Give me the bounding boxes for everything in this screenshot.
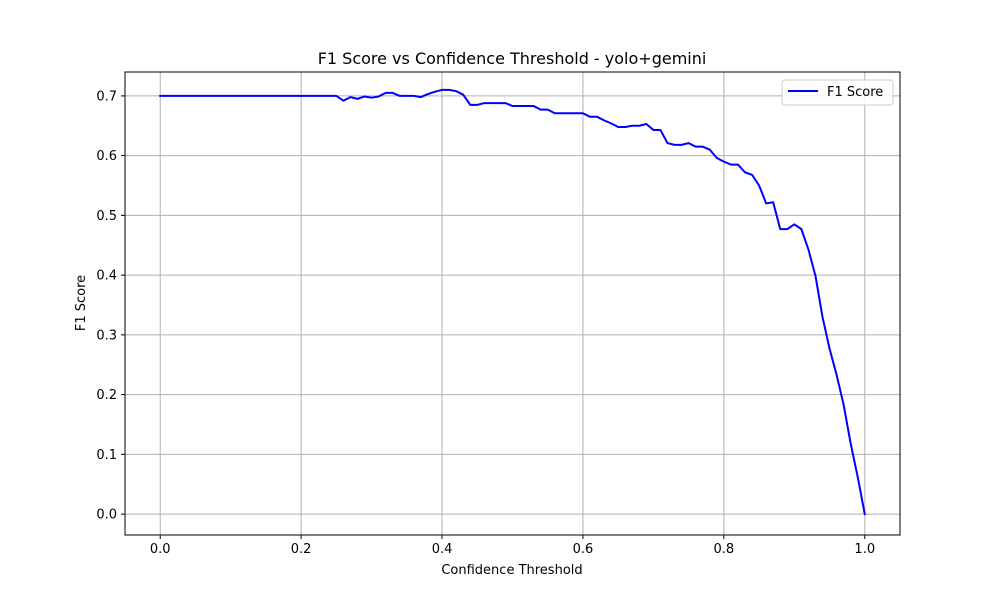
x-tick-label: 0.8: [714, 542, 735, 557]
y-tick-label: 0.4: [96, 269, 117, 284]
y-tick-label: 0.1: [96, 448, 117, 463]
series-layer: [159, 88, 866, 516]
plot-area-frame: [124, 71, 901, 536]
series-line-f1-score: [159, 88, 866, 516]
x-axis-label: Confidence Threshold: [441, 563, 582, 578]
x-tick-label: 0.0: [150, 542, 171, 557]
ticks: 0.0 0.2 0.4 0.6 0.8 1.0 0.0 0.1 0.2 0.3 0.4 0.5 0.6 0…: [96, 89, 875, 557]
y-axis-label: F1 Score: [74, 275, 89, 331]
chart-title: F1 Score vs Confidence Threshold - yolo+…: [318, 49, 707, 68]
x-tick-label: 0.4: [432, 542, 453, 557]
y-tick-label: 0.5: [96, 209, 117, 224]
y-tick-label: 0.6: [96, 149, 117, 164]
legend-label-f1-score: F1 Score: [827, 85, 883, 100]
y-tick-label: 0.0: [96, 508, 117, 523]
y-tick-label: 0.3: [96, 328, 117, 343]
y-tick-label: 0.7: [96, 89, 117, 104]
legend: F1 Score: [781, 79, 894, 106]
x-tick-label: 1.0: [854, 542, 875, 557]
y-tick-label: 0.2: [96, 388, 117, 403]
legend-box: [781, 79, 894, 106]
grid: [125, 72, 900, 535]
x-tick-label: 0.6: [573, 542, 594, 557]
x-tick-label: 0.2: [291, 542, 312, 557]
